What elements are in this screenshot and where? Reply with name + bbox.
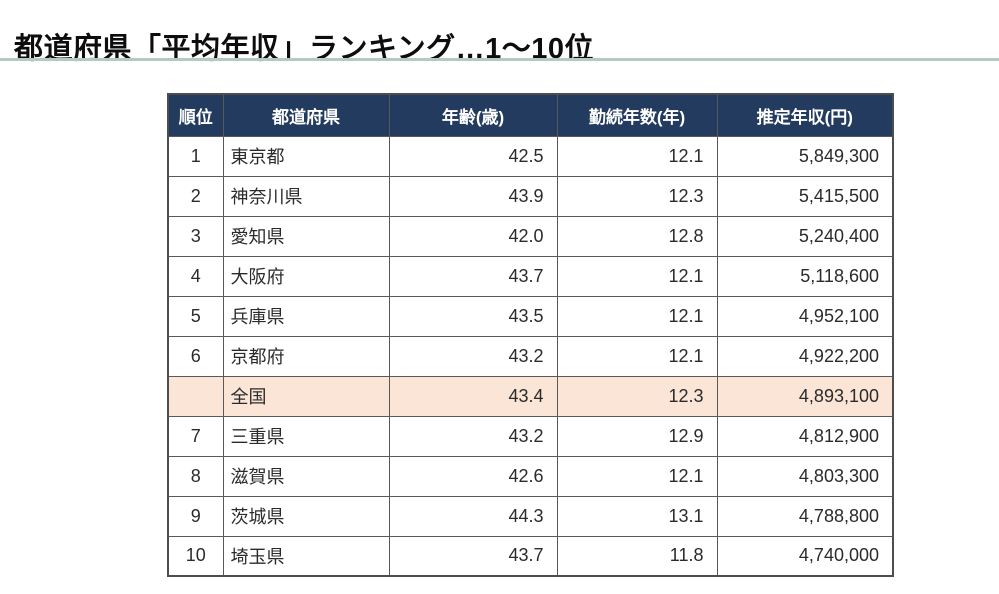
- cell-income: 4,952,100: [716, 295, 894, 337]
- cell-years: 12.1: [556, 295, 718, 337]
- cell-rank: 10: [167, 535, 224, 577]
- cell-prefecture: 兵庫県: [222, 295, 390, 337]
- cell-rank: 6: [167, 335, 224, 377]
- cell-prefecture: 愛知県: [222, 215, 390, 257]
- cell-rank: [167, 375, 224, 417]
- cell-years: 12.1: [556, 455, 718, 497]
- cell-income: 4,803,300: [716, 455, 894, 497]
- cell-age: 43.4: [388, 375, 558, 417]
- cell-prefecture: 全国: [222, 375, 390, 417]
- cell-income: 4,893,100: [716, 375, 894, 417]
- cell-income: 5,240,400: [716, 215, 894, 257]
- cell-prefecture: 滋賀県: [222, 455, 390, 497]
- cell-prefecture: 東京都: [222, 135, 390, 177]
- cell-income: 5,849,300: [716, 135, 894, 177]
- table-row: 7 三重県 43.2 12.9 4,812,900: [167, 415, 894, 457]
- cell-years: 12.9: [556, 415, 718, 457]
- cell-years: 11.8: [556, 535, 718, 577]
- header-age: 年齢(歳): [388, 93, 558, 137]
- header-income: 推定年収(円): [716, 93, 894, 137]
- cell-rank: 8: [167, 455, 224, 497]
- cell-income: 4,740,000: [716, 535, 894, 577]
- cell-rank: 9: [167, 495, 224, 537]
- cell-rank: 4: [167, 255, 224, 297]
- cell-prefecture: 埼玉県: [222, 535, 390, 577]
- cell-years: 12.8: [556, 215, 718, 257]
- cell-age: 43.5: [388, 295, 558, 337]
- page-title: 都道府県「平均年収」ランキング…1〜10位: [14, 33, 595, 66]
- cell-age: 43.7: [388, 535, 558, 577]
- cell-age: 42.5: [388, 135, 558, 177]
- cell-years: 12.1: [556, 335, 718, 377]
- cell-income: 4,788,800: [716, 495, 894, 537]
- cell-income: 4,812,900: [716, 415, 894, 457]
- header-row: 順位 都道府県 年齢(歳) 勤続年数(年) 推定年収(円): [167, 93, 894, 137]
- cell-rank: 5: [167, 295, 224, 337]
- cell-years: 12.1: [556, 135, 718, 177]
- table-row-national-average: 全国 43.4 12.3 4,893,100: [167, 375, 894, 417]
- cell-rank: 1: [167, 135, 224, 177]
- cell-rank: 7: [167, 415, 224, 457]
- cell-age: 42.6: [388, 455, 558, 497]
- cell-age: 43.2: [388, 335, 558, 377]
- ranking-table: 順位 都道府県 年齢(歳) 勤続年数(年) 推定年収(円) 1 東京都 42.5 12…: [167, 93, 894, 577]
- title-underline: [0, 58, 999, 61]
- header-rank: 順位: [167, 93, 224, 137]
- cell-years: 12.3: [556, 175, 718, 217]
- table-row: 6 京都府 43.2 12.1 4,922,200: [167, 335, 894, 377]
- table-row: 9 茨城県 44.3 13.1 4,788,800: [167, 495, 894, 537]
- cell-income: 4,922,200: [716, 335, 894, 377]
- cell-rank: 2: [167, 175, 224, 217]
- cell-income: 5,415,500: [716, 175, 894, 217]
- table-row: 2 神奈川県 43.9 12.3 5,415,500: [167, 175, 894, 217]
- cell-prefecture: 大阪府: [222, 255, 390, 297]
- cell-years: 12.3: [556, 375, 718, 417]
- table-header: 順位 都道府県 年齢(歳) 勤続年数(年) 推定年収(円): [167, 93, 894, 137]
- cell-prefecture: 神奈川県: [222, 175, 390, 217]
- cell-age: 44.3: [388, 495, 558, 537]
- cell-years: 12.1: [556, 255, 718, 297]
- cell-prefecture: 三重県: [222, 415, 390, 457]
- table-row: 8 滋賀県 42.6 12.1 4,803,300: [167, 455, 894, 497]
- cell-prefecture: 茨城県: [222, 495, 390, 537]
- cell-income: 5,118,600: [716, 255, 894, 297]
- table-body: 1 東京都 42.5 12.1 5,849,300 2 神奈川県 43.9 12.3 5,415,…: [167, 135, 894, 577]
- table-row: 5 兵庫県 43.5 12.1 4,952,100: [167, 295, 894, 337]
- table-row: 4 大阪府 43.7 12.1 5,118,600: [167, 255, 894, 297]
- table-row: 1 東京都 42.5 12.1 5,849,300: [167, 135, 894, 177]
- table-row: 3 愛知県 42.0 12.8 5,240,400: [167, 215, 894, 257]
- header-years: 勤続年数(年): [556, 93, 718, 137]
- cell-age: 42.0: [388, 215, 558, 257]
- cell-rank: 3: [167, 215, 224, 257]
- cell-age: 43.2: [388, 415, 558, 457]
- cell-age: 43.9: [388, 175, 558, 217]
- header-prefecture: 都道府県: [222, 93, 390, 137]
- cell-age: 43.7: [388, 255, 558, 297]
- cell-years: 13.1: [556, 495, 718, 537]
- cell-prefecture: 京都府: [222, 335, 390, 377]
- table-row: 10 埼玉県 43.7 11.8 4,740,000: [167, 535, 894, 577]
